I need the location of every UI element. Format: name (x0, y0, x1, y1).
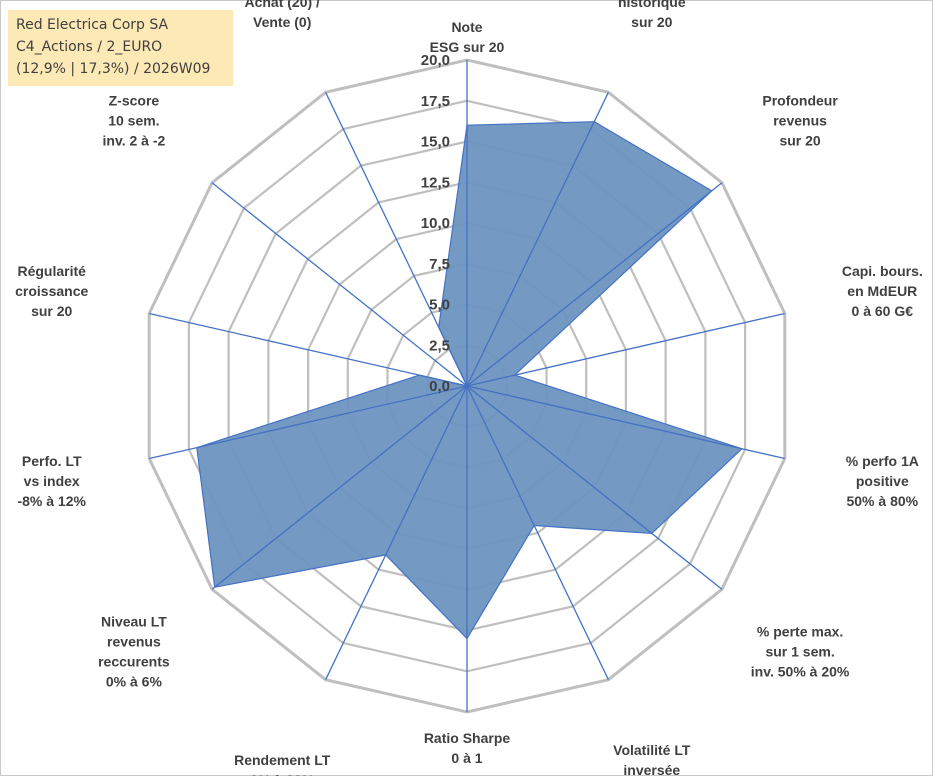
axis-label-1: Profondeurhistoriquesur 20 (614, 0, 690, 30)
axis-label-line: Achat (20) / (244, 0, 320, 10)
axis-label-line: revenus (107, 634, 161, 650)
tick-label-0: 0,0 (429, 378, 450, 395)
label-layer: Note ESG sur 20 Profondeur historique sur 20… (15, 0, 923, 776)
axis-label-line: inversée (623, 762, 680, 776)
spoke-13 (325, 92, 468, 387)
axis-label-line: reccurents (98, 654, 170, 670)
axis-label-line: en MdEUR (847, 283, 917, 299)
axis-label-line: Ratio Sharpe (424, 730, 511, 746)
axis-label-6: Volatilité LTinversée40% à 0% (613, 742, 691, 776)
axis-label-line: Note (451, 19, 482, 35)
spoke-5 (466, 385, 723, 590)
spoke-12 (211, 182, 468, 387)
axis-label-line: ESG sur 20 (430, 39, 505, 55)
axis-label-13: MomentumAchat (20) /Vente (0) (244, 0, 320, 30)
axis-label-7: Ratio Sharpe 0 à 1 (424, 730, 511, 766)
axis-label-line: % perfo 1A (846, 453, 919, 469)
axis-label-line: inv. 50% à 20% (751, 664, 850, 680)
tick-label-4: 10,0 (421, 215, 450, 232)
axis-label-0: Note ESG sur 20 (430, 19, 505, 55)
axis-label-11: Régularité croissance sur 20 (15, 263, 88, 319)
axis-label-line: 50% à 80% (846, 493, 918, 509)
axis-label-line: Volatilité LT (613, 742, 691, 758)
axis-label-line: 0% à 20% (250, 772, 314, 776)
axis-label-line: Régularité (17, 263, 86, 279)
chart-title-box: Red Electrica Corp SA C4_Actions / 2_EUR… (8, 10, 233, 86)
spoke-4 (466, 385, 785, 460)
axis-label-line: 0 à 60 G€ (852, 303, 914, 319)
axis-label-9: Niveau LT revenus reccurents 0% à 6% (98, 614, 170, 690)
spoke-2 (466, 182, 723, 387)
tick-label-5: 12,5 (421, 174, 450, 191)
axis-label-line: -8% à 12% (17, 493, 86, 509)
spoke-6 (466, 385, 609, 680)
spoke-11 (149, 312, 468, 387)
axis-label-line: revenus (773, 112, 827, 128)
axis-label-line: Rendement LT (234, 752, 331, 768)
axis-label-line: Z-score (109, 92, 160, 108)
axis-label-line: historique (618, 0, 686, 10)
axis-label-10: Perfo. LT vs index -8% à 12% (17, 453, 86, 509)
axis-label-2: Profondeur revenus sur 20 (762, 92, 838, 148)
spoke-8 (325, 385, 468, 680)
axis-label-line: croissance (15, 283, 88, 299)
axis-label-line: Vente (0) (253, 14, 311, 30)
axis-label-line: inv. 2 à -2 (103, 132, 166, 148)
axis-label-line: Perfo. LT (22, 453, 82, 469)
tick-label-6: 15,0 (421, 134, 450, 151)
axis-label-line: Profondeur (762, 92, 838, 108)
spoke-10 (149, 385, 468, 460)
axis-label-line: sur 20 (631, 14, 672, 30)
axis-label-line: positive (856, 473, 909, 489)
axis-label-line: % perte max. (757, 624, 843, 640)
axis-label-4: % perfo 1A positive 50% à 80% (846, 453, 919, 509)
title-company: Red Electrica Corp SA (16, 17, 169, 33)
axis-label-line: 0 à 1 (451, 750, 482, 766)
tick-label-8: 20,0 (421, 52, 450, 69)
axis-label-line: Capi. bours. (842, 263, 923, 279)
tick-label-1: 2,5 (429, 337, 450, 354)
axis-label-line: sur 1 sem. (765, 644, 834, 660)
tick-label-3: 7,5 (429, 256, 450, 273)
spoke-1 (466, 92, 609, 387)
title-stats: (12,9% | 17,3%) / 2026W09 (16, 61, 211, 77)
axis-label-line: sur 20 (31, 303, 72, 319)
axis-label-5: % perte max. sur 1 sem. inv. 50% à 20% (751, 624, 850, 680)
tick-layer: 0,0 2,5 5,0 7,5 10,0 12,5 15,0 17,5 20,0 (421, 52, 450, 395)
spoke-3 (466, 312, 785, 387)
axis-label-line: vs index (24, 473, 80, 489)
axis-label-line: 0% à 6% (106, 674, 163, 690)
axis-label-line: 10 sem. (108, 112, 159, 128)
title-category: C4_Actions / 2_EURO (16, 39, 163, 55)
axis-label-3: Capi. bours. en MdEUR 0 à 60 G€ (842, 263, 923, 319)
axis-label-line: Niveau LT (101, 614, 167, 630)
spoke-9 (211, 385, 468, 590)
spoke-layer (149, 60, 785, 712)
axis-label-8: Rendement LT 0% à 20% (234, 752, 331, 776)
axis-label-12: Z-score 10 sem. inv. 2 à -2 (103, 92, 166, 148)
tick-label-2: 5,0 (429, 297, 450, 314)
tick-label-7: 17,5 (421, 93, 450, 110)
axis-label-line: sur 20 (779, 132, 820, 148)
